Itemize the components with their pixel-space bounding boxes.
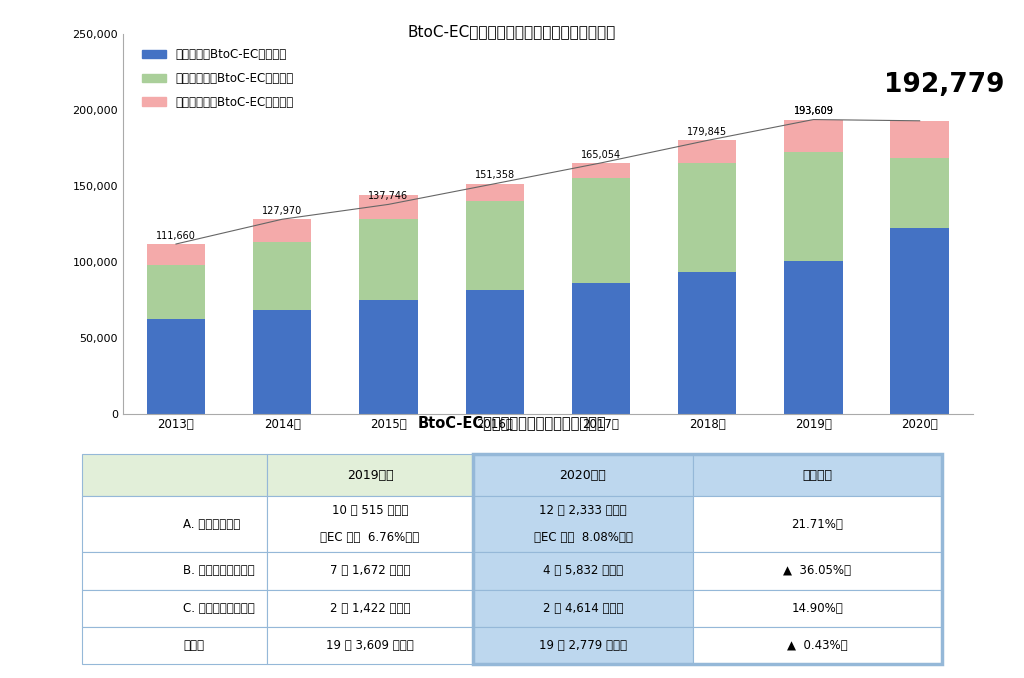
Bar	[891, 121, 949, 158]
Bar	[473, 626, 692, 664]
Text: 7 兆 1,672 億円。: 7 兆 1,672 億円。	[330, 564, 411, 578]
Bar	[571, 163, 630, 178]
Bar	[784, 119, 843, 152]
Bar	[678, 140, 736, 163]
Text: 127,970: 127,970	[262, 206, 302, 216]
Bar	[267, 626, 473, 664]
Text: B. サービス系分野。: B. サービス系分野。	[183, 564, 255, 578]
Bar	[692, 496, 942, 552]
Text: BtoC-ECの市場規模及び各分野の伸長率: BtoC-ECの市場規模及び各分野の伸長率	[418, 416, 606, 431]
Text: 179,845: 179,845	[687, 127, 727, 137]
Bar	[784, 152, 843, 261]
Bar	[82, 454, 267, 496]
Bar	[473, 552, 692, 590]
Text: 2 兆 1,422 億円。: 2 兆 1,422 億円。	[330, 601, 411, 615]
Bar	[784, 261, 843, 414]
Bar	[253, 311, 311, 414]
Bar	[267, 454, 473, 496]
Bar	[253, 241, 311, 311]
Bar	[473, 496, 692, 552]
Bar	[267, 590, 473, 626]
Bar	[571, 178, 630, 283]
Bar	[891, 158, 949, 228]
Bar	[146, 265, 205, 319]
Text: BtoC-EC市場規模の経年推移（単位：億円）: BtoC-EC市場規模の経年推移（単位：億円）	[408, 24, 616, 39]
Text: 14.90%。: 14.90%。	[792, 601, 843, 615]
Text: 2020年。: 2020年。	[559, 468, 606, 482]
Text: 2019年。: 2019年。	[347, 468, 393, 482]
Bar	[466, 290, 524, 414]
Text: A. 物販系分野。: A. 物販系分野。	[183, 517, 241, 531]
Text: 4 兆 5,832 億円。: 4 兆 5,832 億円。	[543, 564, 623, 578]
Bar	[146, 319, 205, 414]
Bar	[571, 283, 630, 414]
Text: （EC 化率  8.08%）。: （EC 化率 8.08%）。	[534, 532, 633, 544]
Text: 165,054: 165,054	[581, 150, 621, 159]
Text: 192,779: 192,779	[884, 72, 1005, 98]
Text: 伸長率。: 伸長率。	[803, 468, 833, 482]
Bar	[359, 195, 418, 219]
Text: ▲  0.43%。: ▲ 0.43%。	[787, 639, 848, 652]
Bar	[82, 496, 267, 552]
Bar	[267, 552, 473, 590]
Bar	[692, 552, 942, 590]
Bar	[678, 273, 736, 414]
Legend: 物販系分野BtoC-EC市場規模, サービス分野BtoC-EC市場規模, デジタル分野BtoC-EC市場規模: 物販系分野BtoC-EC市場規模, サービス分野BtoC-EC市場規模, デジタ…	[137, 43, 298, 113]
Text: 193,609: 193,609	[794, 106, 834, 116]
Bar	[253, 219, 311, 241]
Bar	[146, 244, 205, 265]
Bar	[359, 300, 418, 414]
Text: （EC 化率  6.76%）。: （EC 化率 6.76%）。	[321, 532, 420, 544]
Bar	[678, 163, 736, 273]
Bar	[82, 552, 267, 590]
Bar	[692, 590, 942, 626]
Bar	[466, 184, 524, 201]
Bar	[466, 201, 524, 290]
Text: 21.71%。: 21.71%。	[792, 517, 844, 531]
Text: 19 兆 2,779 億円。: 19 兆 2,779 億円。	[539, 639, 627, 652]
Bar	[359, 219, 418, 300]
Text: 193,609: 193,609	[794, 106, 834, 116]
Bar	[82, 590, 267, 626]
Text: 12 兆 2,333 億円。: 12 兆 2,333 億円。	[540, 504, 627, 517]
Bar	[267, 496, 473, 552]
Bar	[473, 454, 942, 664]
Bar	[692, 626, 942, 664]
Text: 19 兆 3,609 億円。: 19 兆 3,609 億円。	[327, 639, 414, 652]
Text: 2 兆 4,614 億円。: 2 兆 4,614 億円。	[543, 601, 624, 615]
Bar	[82, 626, 267, 664]
Bar	[891, 228, 949, 414]
Bar	[473, 590, 692, 626]
Bar	[692, 454, 942, 496]
Text: 111,660: 111,660	[156, 231, 196, 241]
Text: 151,358: 151,358	[475, 170, 515, 180]
Text: ▲  36.05%。: ▲ 36.05%。	[783, 564, 851, 578]
Text: 137,746: 137,746	[369, 191, 409, 201]
Text: C. デジタル系分野。: C. デジタル系分野。	[183, 601, 255, 615]
Bar	[473, 454, 692, 496]
Text: 10 兆 515 億円。: 10 兆 515 億円。	[332, 504, 409, 517]
Text: 総計。: 総計。	[183, 639, 204, 652]
